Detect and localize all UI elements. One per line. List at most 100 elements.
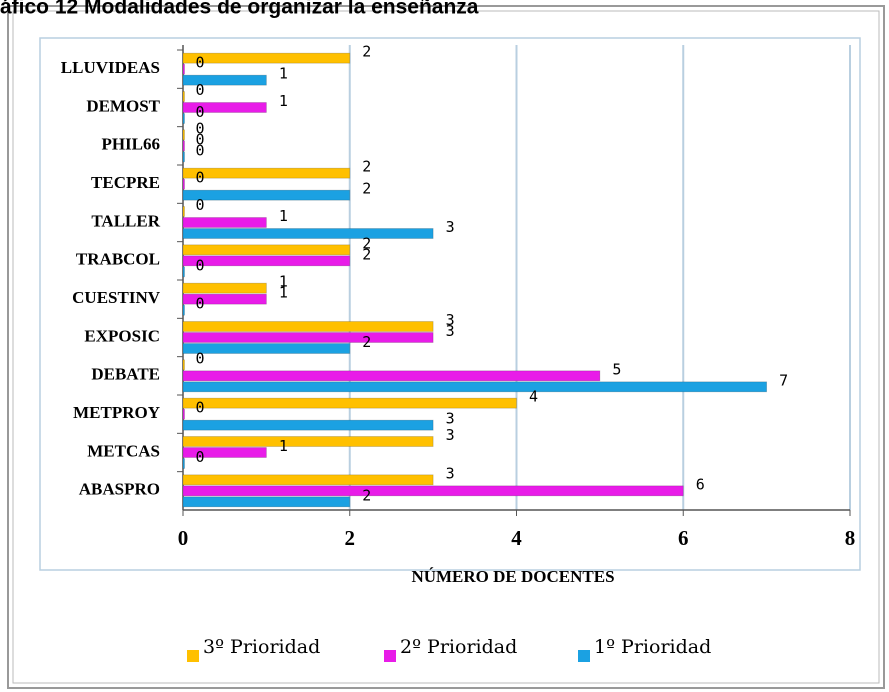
data-label: 0 [195,196,204,214]
legend-label: 3º Prioridad [203,636,320,658]
data-label: 0 [195,54,204,72]
bar [182,140,185,152]
data-label: 3 [446,311,455,329]
data-label: 0 [195,169,204,187]
data-label: 2 [362,158,371,176]
data-label: 4 [529,388,538,406]
bar [182,255,351,267]
bar [182,370,601,382]
bar [182,496,351,508]
data-label: 0 [195,295,204,313]
data-label: 2 [362,486,371,504]
data-label: 6 [696,475,705,493]
bar [182,436,434,447]
data-label: 0 [195,399,204,417]
y-tick-label: METPROY [73,403,160,422]
y-tick-label: TALLER [91,211,160,230]
y-tick-label: CUESTINV [72,288,161,307]
bar [182,91,185,102]
bar [182,332,434,343]
data-label: 2 [362,43,371,61]
bar [182,397,517,409]
legend-swatch [578,650,590,662]
data-label: 2 [362,333,371,351]
y-tick-label: TECPRE [91,173,160,192]
y-tick-label: METCAS [87,441,160,460]
bar [182,474,434,486]
bar [182,52,351,64]
x-tick-label: 6 [678,526,689,550]
x-axis-label: NÚMERO DE DOCENTES [411,567,614,586]
data-label: 2 [362,234,371,252]
bar [182,282,267,294]
data-label: 0 [195,448,204,466]
bar [182,167,351,179]
bar [182,102,267,113]
data-label: 1 [279,284,288,302]
data-label: 1 [279,437,288,455]
x-tick-label: 8 [845,526,856,550]
bar [182,447,267,458]
y-tick-label: EXPOSIC [84,326,160,345]
legend-label: 2º Prioridad [400,636,517,658]
data-label: 0 [195,103,204,121]
inner-frame [12,10,880,684]
y-tick-label: PHIL66 [101,135,160,154]
data-label: 1 [279,92,288,110]
data-label: 0 [195,130,204,148]
bar [182,381,768,393]
data-label: 2 [362,180,371,198]
bar [182,266,185,278]
legend-swatch [187,650,199,662]
data-label: 5 [612,360,621,378]
data-label: 0 [195,256,204,274]
bar [182,458,185,469]
bar [182,304,185,316]
bar [182,228,434,239]
data-label: 3 [446,410,455,428]
x-tick-label: 4 [511,526,522,550]
bar [182,129,185,141]
y-tick-label: DEMOST [86,96,160,115]
bar [182,321,434,332]
bar [182,419,434,431]
bar [182,113,185,124]
data-label: 0 [195,141,204,159]
y-tick-label: DEBATE [91,365,160,384]
legend-label: 1º Prioridad [594,636,711,658]
x-tick-label: 2 [345,526,356,550]
bar [182,217,267,228]
bar [182,293,267,305]
y-tick-label: LLUVIDEAS [61,58,160,77]
data-label: 3 [446,464,455,482]
plot-frame [39,37,861,571]
data-label: 3 [446,218,455,236]
data-label: 1 [279,273,288,291]
data-label: 2 [362,245,371,263]
bar [182,189,351,201]
data-label: 7 [779,371,788,389]
bar [182,244,351,256]
bar [182,151,185,163]
bar [182,206,185,217]
chart-title: áfico 12 Modalidades de organizar la ens… [0,0,479,19]
bar [182,359,185,371]
bar [182,485,684,497]
y-tick-label: TRABCOL [76,250,160,269]
y-tick-label: ABASPRO [79,480,160,499]
bar [182,343,351,354]
legend-swatch [384,650,396,662]
data-label: 3 [446,322,455,340]
data-label: 0 [195,119,204,137]
data-label: 3 [446,426,455,444]
data-label: 1 [279,207,288,225]
x-tick-label: 0 [178,526,189,550]
bar [182,178,185,190]
bar [182,408,185,420]
bar [182,74,267,86]
data-label: 0 [195,349,204,367]
data-label: 1 [279,65,288,83]
data-label: 0 [195,81,204,99]
bar [182,63,185,75]
